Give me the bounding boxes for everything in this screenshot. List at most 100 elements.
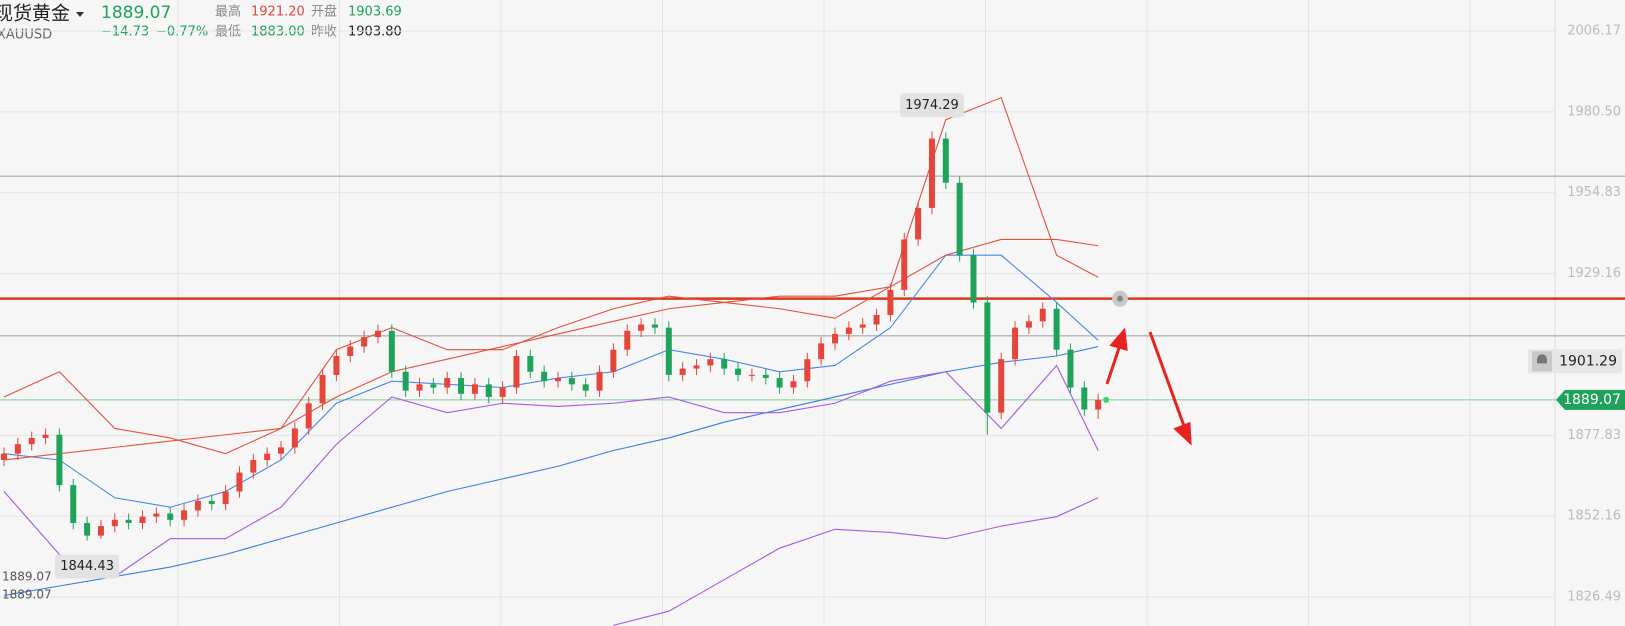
- candle-body: [194, 500, 201, 511]
- y-tick-label: 2006.17: [1567, 23, 1621, 38]
- candle-body: [42, 434, 49, 438]
- candle-body: [1095, 399, 1102, 410]
- y-tick-label: 1877.83: [1567, 428, 1621, 443]
- change-pct: −0.77%: [156, 25, 208, 40]
- candle-body: [1025, 321, 1032, 328]
- candle-body: [638, 324, 645, 331]
- candle-body: [361, 337, 368, 347]
- candle-body: [471, 384, 478, 394]
- low: 1883.00: [251, 25, 305, 40]
- candle-body: [153, 513, 160, 517]
- candle-body: [984, 302, 991, 413]
- candle-body: [208, 500, 215, 505]
- candle-body: [485, 384, 492, 397]
- candle-body: [333, 356, 340, 375]
- candle-body: [1, 453, 7, 460]
- indicator-line: [3, 254, 1099, 508]
- candle-body: [181, 510, 188, 520]
- candle-body: [1081, 387, 1088, 410]
- instrument-name: 现货黄金: [0, 3, 70, 25]
- candle-body: [250, 459, 257, 473]
- candle-body: [568, 378, 575, 385]
- line-handle-core: [1117, 295, 1123, 302]
- y-tick-label: 1954.83: [1567, 185, 1621, 200]
- last-price: 1889.07: [1563, 392, 1621, 408]
- candle-body: [167, 513, 174, 520]
- high: 1921.20: [251, 5, 305, 20]
- candle-body: [693, 365, 700, 369]
- candle-body: [264, 453, 271, 460]
- y-tick-label: 1980.50: [1567, 104, 1621, 119]
- open: 1903.69: [348, 5, 402, 20]
- candle-body: [1067, 349, 1074, 388]
- candle-body: [291, 428, 298, 448]
- y-tick-label: 1826.49: [1567, 590, 1621, 605]
- arrows: [1105, 327, 1192, 446]
- candle-body: [527, 356, 534, 372]
- candle-body: [402, 371, 409, 391]
- left-label: 1889.07: [2, 588, 52, 602]
- candle-body: [97, 526, 104, 536]
- candle-body: [804, 359, 811, 382]
- candle-body: [776, 378, 783, 388]
- prev-label: 昨收: [311, 25, 337, 40]
- min-label: 1844.43: [60, 559, 114, 574]
- candle-body: [305, 403, 312, 429]
- max-label: 1974.29: [905, 98, 959, 113]
- candle-body: [125, 519, 132, 523]
- candle-body: [555, 378, 561, 382]
- alert-price: 1901.29: [1559, 353, 1617, 369]
- candle-body: [707, 359, 714, 366]
- arrow-head: [1109, 327, 1128, 352]
- candle-body: [111, 519, 118, 527]
- prev: 1903.80: [348, 25, 402, 40]
- header: 现货黄金 XAUUSD 1889.07 −14.73 −0.77% 最高 192…: [0, 3, 402, 43]
- candle-body: [70, 485, 77, 523]
- candle-body: [14, 444, 21, 454]
- candle-body: [388, 330, 395, 372]
- candle-body: [139, 516, 146, 523]
- candle-body: [374, 330, 381, 338]
- candle-body: [416, 384, 423, 391]
- candle-body: [347, 346, 354, 357]
- candle-body: [596, 371, 603, 391]
- candle-body: [942, 138, 949, 183]
- candle-body: [582, 384, 589, 391]
- arrow-head: [1173, 421, 1192, 446]
- candle-body: [748, 374, 755, 376]
- price: 1889.07: [101, 3, 171, 23]
- candle-body: [762, 374, 769, 379]
- indicator-line: [3, 364, 1099, 578]
- candle-body: [610, 349, 617, 372]
- indicator-line: [3, 96, 1099, 455]
- left-label: 1889.07: [2, 570, 52, 584]
- candle-body: [1039, 308, 1046, 322]
- candle-body: [721, 359, 728, 369]
- last-dot: [1103, 396, 1110, 403]
- indicator-line: [3, 346, 1099, 596]
- candle-body: [679, 368, 686, 375]
- candle-body: [541, 371, 548, 382]
- candle-body: [818, 343, 825, 360]
- candle-body: [956, 182, 963, 256]
- y-tick-label: 1852.16: [1567, 509, 1621, 524]
- candle-body: [887, 289, 894, 316]
- symbol: XAUUSD: [0, 28, 52, 43]
- candle-body: [278, 447, 284, 454]
- candle-body: [444, 378, 451, 388]
- bell-icon: [1537, 354, 1547, 364]
- candle-body: [790, 381, 797, 388]
- candle-body: [845, 327, 852, 334]
- candle-body: [873, 315, 880, 325]
- candle-body: [665, 327, 672, 375]
- candle-body: [458, 378, 465, 394]
- dropdown-icon[interactable]: [76, 12, 84, 17]
- candle-body: [735, 368, 742, 375]
- open-label: 开盘: [311, 4, 337, 20]
- candle-body: [1053, 308, 1060, 350]
- candle-body: [651, 324, 658, 328]
- candle-body: [859, 324, 866, 328]
- candle-body: [430, 384, 437, 388]
